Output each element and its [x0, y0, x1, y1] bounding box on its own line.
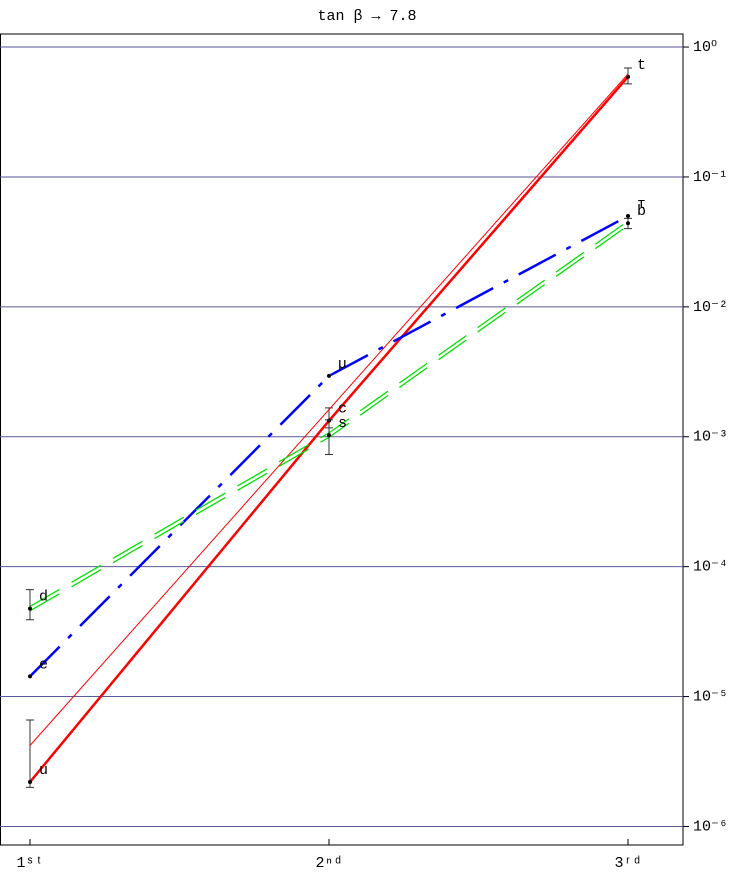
point — [327, 373, 331, 378]
y-tick-label: 10⁻³ — [693, 429, 728, 446]
point — [626, 221, 630, 226]
point-label: d — [39, 589, 48, 606]
y-tick-label: 10⁻² — [693, 299, 728, 316]
error-bar — [325, 419, 333, 456]
y-tick-label: 10⁻¹ — [693, 169, 728, 186]
point — [626, 214, 630, 219]
point-label: τ — [637, 196, 646, 213]
point — [28, 606, 32, 611]
plot-frame — [0, 33, 684, 846]
error-bar — [26, 719, 34, 788]
point-label: s — [338, 415, 347, 432]
point-label: u — [39, 762, 48, 779]
x-tick-label: 1ˢᵗ — [16, 855, 43, 872]
error-bar — [26, 589, 34, 621]
point-label: e — [39, 656, 48, 673]
point-label: μ — [338, 356, 347, 373]
point-label: t — [637, 57, 646, 74]
y-tick-label: 10⁻⁵ — [693, 689, 728, 706]
point — [28, 779, 32, 784]
x-tick-label: 2ⁿᵈ — [315, 855, 342, 872]
y-tick-label: 10⁻⁴ — [693, 559, 728, 576]
point — [327, 433, 331, 438]
series-line — [29, 214, 629, 678]
y-tick-label: 10⁰ — [693, 39, 717, 56]
series-line — [29, 73, 629, 746]
y-tick-label: 10⁻⁶ — [693, 818, 728, 835]
point — [28, 674, 32, 679]
chart-title: tan β → 7.8 — [317, 8, 416, 25]
point-label: b — [637, 203, 646, 220]
x-tick-label: 3ʳᵈ — [614, 855, 641, 872]
point-label: c — [338, 401, 347, 418]
